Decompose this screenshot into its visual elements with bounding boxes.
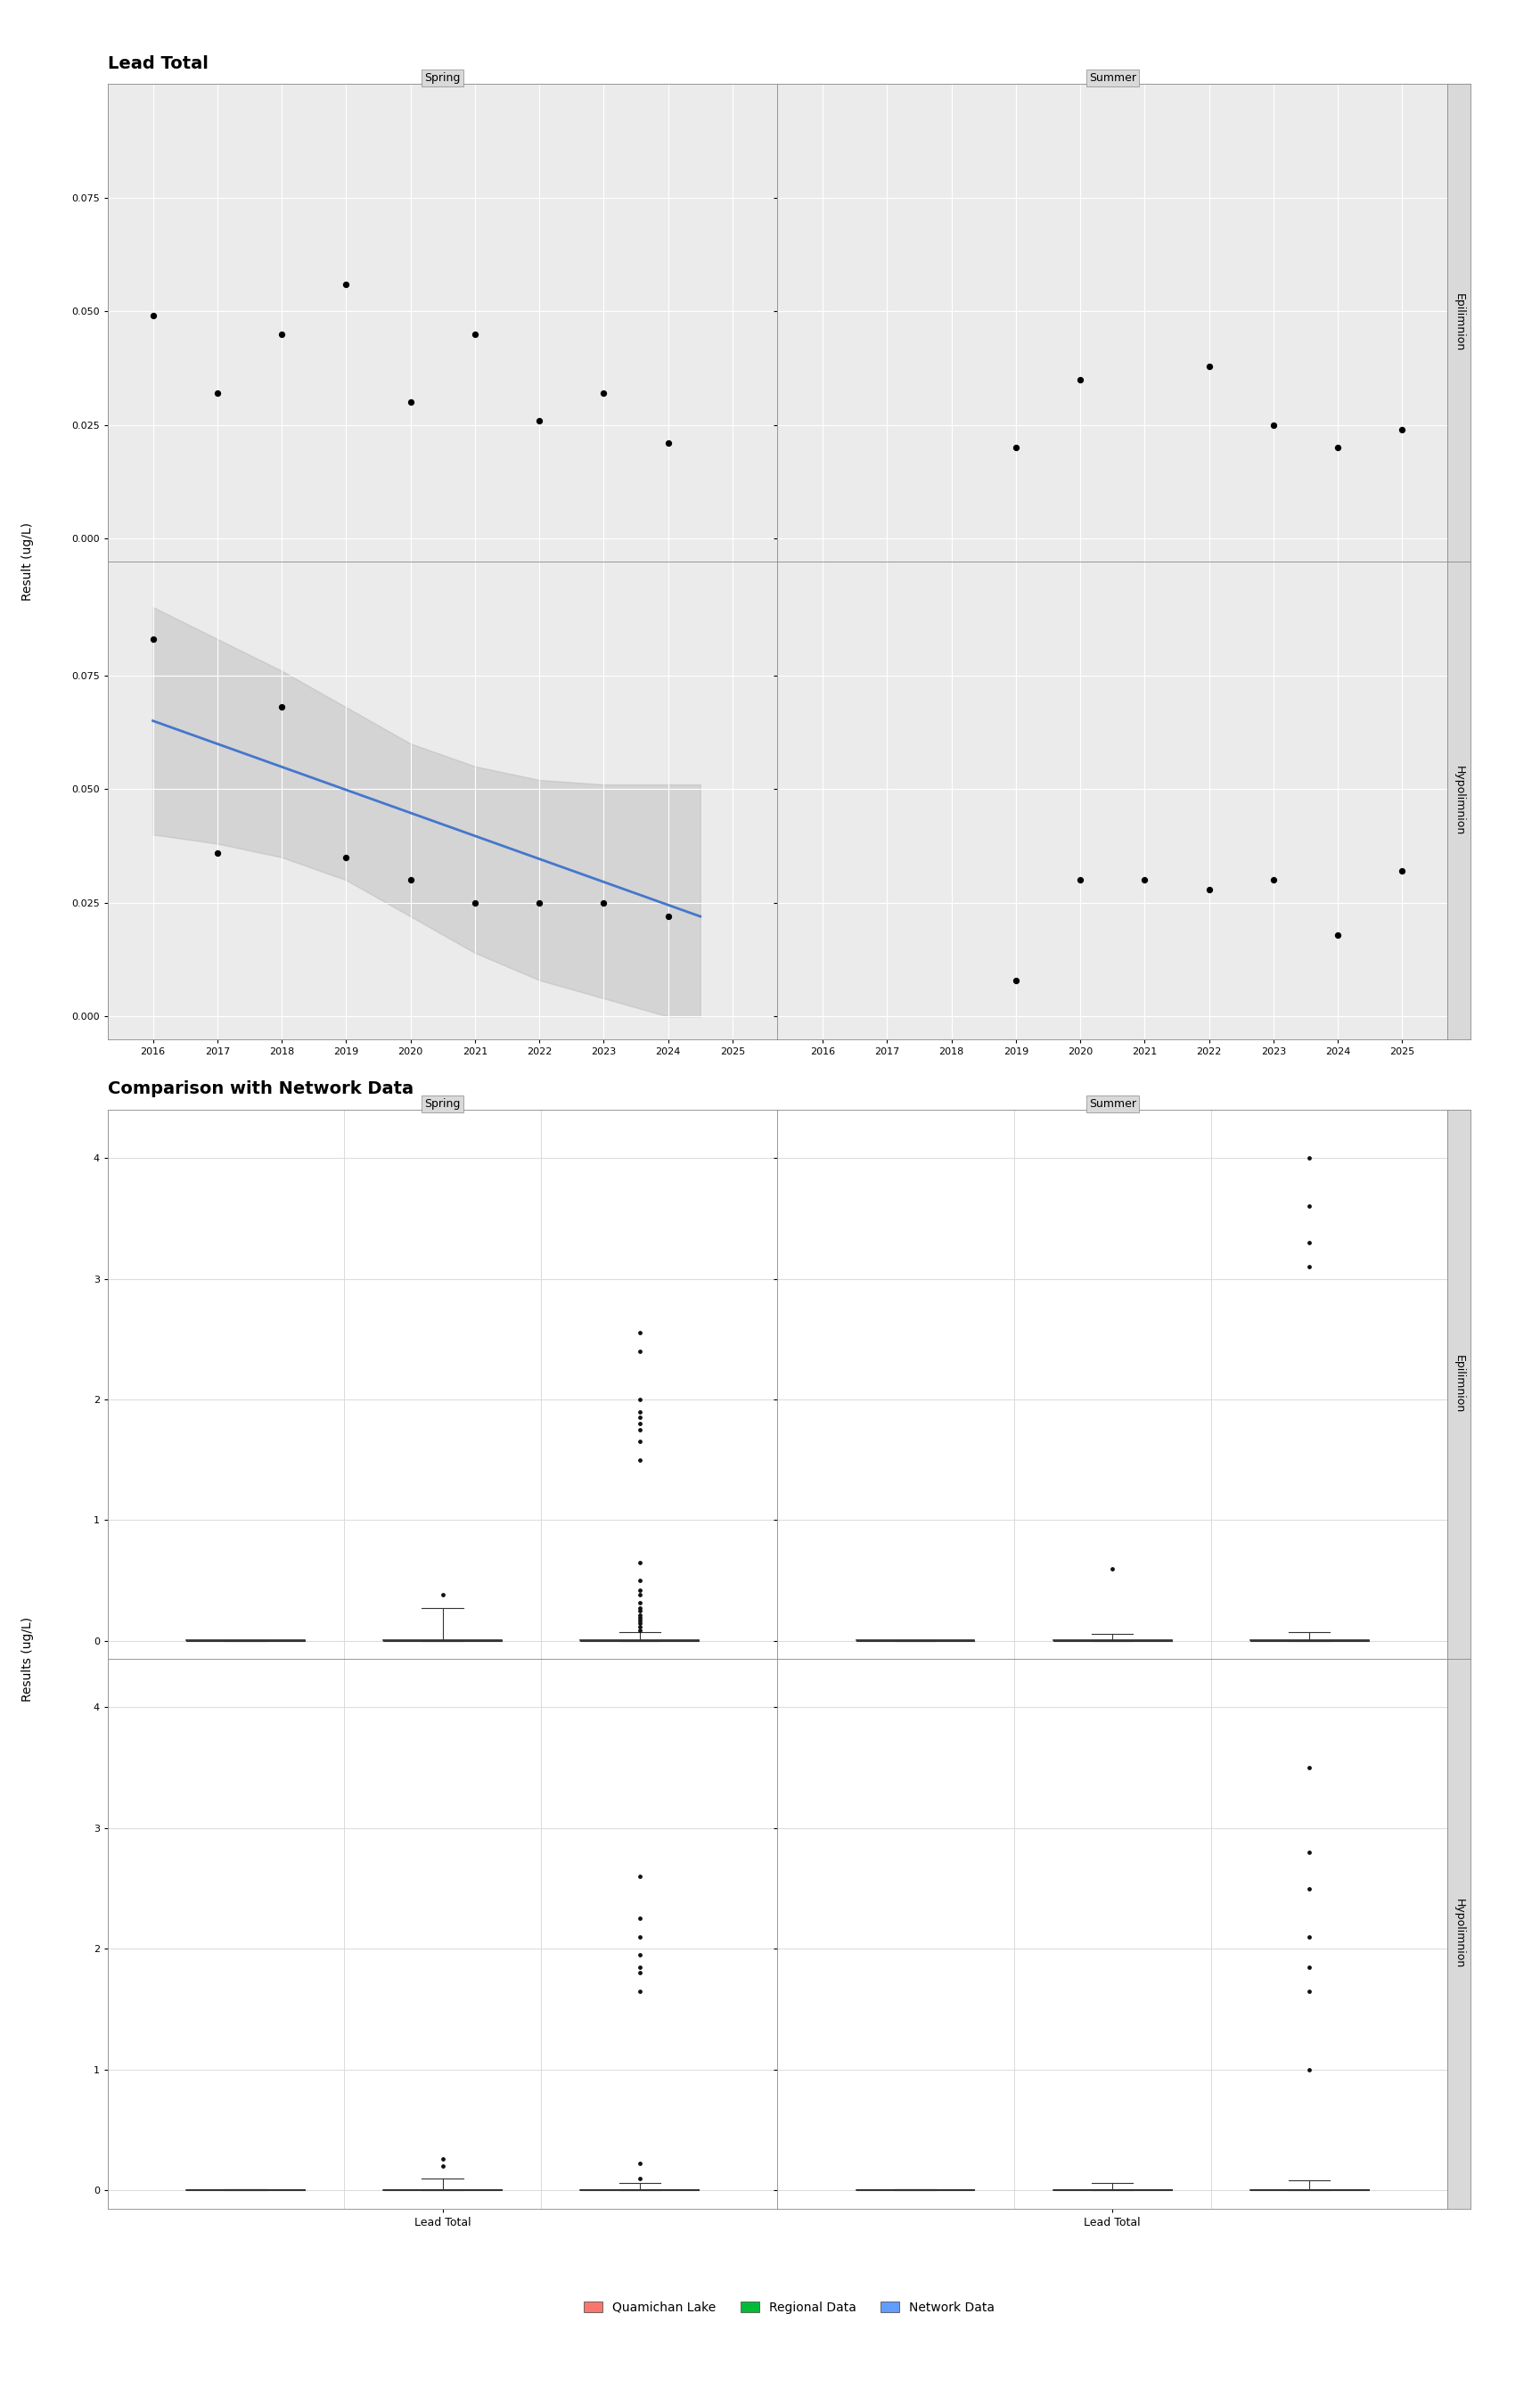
Point [627,1596,651,1634]
Point [1197,870,1221,908]
Point [627,1603,651,1641]
Title: Spring: Spring [425,1097,460,1109]
Text: Epilimnion: Epilimnion [1454,1356,1465,1414]
Point [627,2144,651,2183]
Text: Epilimnion: Epilimnion [1454,295,1465,352]
Point [1067,359,1092,398]
Point [462,884,487,922]
Point [527,884,551,922]
Point [1297,1917,1321,1955]
Text: Comparison with Network Data: Comparison with Network Data [108,1081,414,1097]
Point [462,314,487,352]
Point [1297,2051,1321,2089]
Point [1326,915,1351,954]
Point [430,2147,454,2185]
Point [270,314,294,352]
Point [627,1313,651,1351]
Point [627,1936,651,1974]
Point [656,896,681,934]
Point [270,688,294,726]
Point [627,1392,651,1430]
Point [627,1577,651,1615]
Point [1004,961,1029,999]
Point [1326,429,1351,467]
Point [1297,1869,1321,1907]
Point [627,1857,651,1895]
Point [399,860,424,898]
Point [527,403,551,441]
Point [140,621,165,659]
Legend: Quamichan Lake, Regional Data, Network Data: Quamichan Lake, Regional Data, Network D… [579,2295,999,2319]
Point [627,1584,651,1622]
Point [1197,347,1221,386]
Point [1297,1248,1321,1287]
Point [1067,860,1092,898]
Point [627,1591,651,1629]
Point [627,1953,651,1991]
Point [627,1423,651,1462]
Point [430,1577,454,1615]
Text: Lead Total: Lead Total [108,55,208,72]
Point [1297,1948,1321,1986]
Text: Results (ug/L): Results (ug/L) [22,1617,34,1701]
Point [627,1543,651,1581]
Point [1261,405,1286,443]
Point [627,1598,651,1636]
Point [627,1900,651,1938]
Title: Spring: Spring [425,72,460,84]
Title: Summer: Summer [1089,72,1137,84]
Point [627,1610,651,1648]
Point [627,1917,651,1955]
Point [627,1332,651,1371]
Point [1132,860,1157,898]
Point [627,1589,651,1627]
Point [1004,429,1029,467]
Point [205,834,229,872]
Point [591,884,616,922]
Point [627,2159,651,2197]
Point [430,2140,454,2178]
Point [334,839,359,877]
Point [591,374,616,412]
Point [334,266,359,304]
Point [205,374,229,412]
Point [140,297,165,335]
Text: Result (ug/L): Result (ug/L) [22,522,34,601]
Point [627,1972,651,2010]
Point [627,1399,651,1438]
Point [627,1608,651,1646]
Point [1297,1186,1321,1224]
Point [627,1948,651,1986]
Point [627,1380,651,1418]
Point [627,1601,651,1639]
Text: Hypolimnion: Hypolimnion [1454,1900,1465,1970]
Point [627,1562,651,1601]
Point [1297,1224,1321,1263]
Point [1297,1749,1321,1787]
Point [399,383,424,422]
Point [627,1440,651,1478]
Point [1297,1833,1321,1871]
Point [1297,1138,1321,1176]
Point [1297,1972,1321,2010]
Text: Hypolimnion: Hypolimnion [1454,767,1465,836]
Point [627,1572,651,1610]
Point [627,1411,651,1450]
Point [1100,1550,1124,1589]
Point [1261,860,1286,898]
Point [1391,410,1415,448]
Point [656,424,681,462]
Point [627,1404,651,1442]
Title: Summer: Summer [1089,1097,1137,1109]
Point [1391,851,1415,889]
